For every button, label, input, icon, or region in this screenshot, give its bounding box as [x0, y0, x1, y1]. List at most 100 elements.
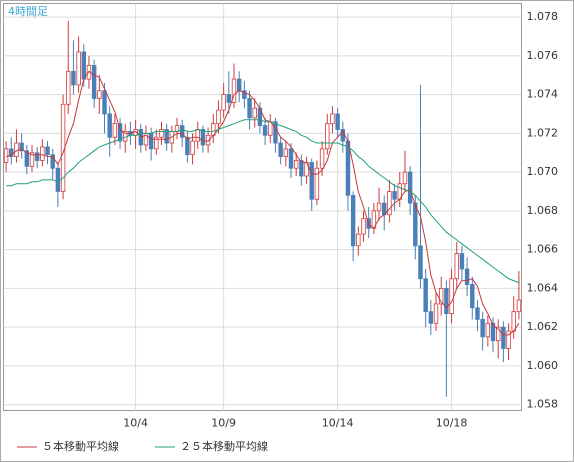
candle-body — [24, 150, 30, 167]
candle-body — [231, 78, 237, 103]
candle-body — [387, 191, 392, 216]
y-tick-label: 1.070 — [527, 165, 559, 178]
candle-body — [392, 191, 397, 200]
candle-body — [97, 90, 102, 99]
candle-body — [506, 330, 511, 349]
candle-body — [480, 319, 485, 338]
y-tick-label: 1.072 — [527, 126, 559, 139]
candle-body — [148, 132, 154, 150]
candle-body — [501, 326, 506, 349]
candle-body — [71, 70, 76, 86]
candle-body — [81, 51, 87, 80]
candle-body — [247, 98, 252, 119]
candle-body — [319, 148, 325, 169]
candle-body — [516, 299, 522, 313]
candle-body — [40, 146, 45, 161]
candle-body — [50, 154, 55, 169]
candle-body — [407, 171, 413, 204]
candle-body — [159, 129, 164, 138]
candle-body — [495, 326, 501, 342]
moving-average-line — [6, 119, 520, 284]
candle-body — [361, 218, 366, 235]
plot-area — [3, 3, 522, 411]
candle-body — [330, 113, 335, 125]
legend-label: ２５本移動平均線 — [180, 439, 268, 453]
candle-body — [449, 278, 454, 314]
candle-body — [418, 245, 423, 280]
candle-body — [413, 202, 418, 247]
candle-body — [164, 129, 169, 144]
candle-body — [423, 278, 428, 313]
candle-body — [283, 148, 289, 158]
y-tick-label: 1.078 — [527, 10, 559, 23]
candle-body — [278, 142, 283, 158]
x-tick-label: 10/18 — [436, 417, 468, 430]
candle-body — [34, 152, 40, 161]
moving-average-line — [5, 70, 520, 336]
candle-body — [45, 146, 50, 156]
candle-body — [433, 303, 439, 324]
candle-body — [299, 160, 304, 177]
candle-body — [490, 322, 496, 342]
candle-body — [19, 142, 24, 152]
candle-body — [117, 123, 123, 142]
candle-body — [314, 167, 320, 200]
candle-body — [76, 51, 81, 86]
candle-body — [226, 94, 232, 103]
candle-body — [190, 140, 195, 156]
candle-body — [236, 78, 242, 92]
y-tick-label: 1.074 — [527, 88, 559, 101]
candle-body — [252, 107, 257, 119]
candle-body — [216, 109, 221, 125]
y-tick-label: 1.064 — [527, 281, 559, 294]
candle-body — [459, 253, 465, 270]
candle-body — [242, 90, 247, 99]
candle-body — [273, 121, 278, 144]
candle-body — [293, 160, 299, 169]
x-tick-label: 10/4 — [123, 417, 148, 430]
candle-body — [29, 152, 35, 167]
candle-body — [91, 65, 97, 99]
y-tick-label: 1.060 — [527, 359, 559, 372]
candle-body — [112, 123, 118, 138]
candle-body — [350, 194, 356, 247]
candle-body — [438, 287, 444, 305]
candle-body — [107, 113, 112, 138]
candle-body — [402, 171, 408, 185]
candle-body — [345, 140, 351, 196]
candle-body — [154, 136, 159, 150]
x-tick-label: 10/14 — [322, 417, 354, 430]
y-tick-label: 1.062 — [527, 320, 559, 333]
candle-body — [200, 129, 206, 146]
y-tick-label: 1.076 — [527, 49, 559, 62]
candle-body — [262, 125, 268, 136]
candle-body — [428, 311, 434, 324]
candle-body — [485, 322, 491, 338]
candle-body — [511, 311, 516, 332]
candle-body — [325, 123, 330, 150]
candle-body — [309, 162, 314, 200]
candle-body — [66, 70, 71, 105]
candle-body — [102, 90, 107, 115]
legend-label: ５本移動平均線 — [42, 439, 119, 453]
candle-body — [195, 129, 200, 142]
candle-body — [470, 284, 475, 309]
candle-body — [288, 148, 294, 169]
candle-body — [179, 125, 185, 138]
y-tick-label: 1.066 — [527, 243, 559, 256]
candle-body — [335, 113, 340, 130]
candle-body — [55, 167, 61, 192]
candle-body — [185, 136, 190, 156]
candle-body — [454, 253, 459, 280]
chart-title: 4時間足 — [8, 5, 48, 18]
candle-body — [356, 233, 361, 247]
x-tick-label: 10/9 — [211, 417, 236, 430]
candle-body — [205, 134, 211, 146]
candle-body — [464, 268, 470, 285]
candle-body — [444, 287, 449, 314]
candle-body — [475, 307, 480, 320]
candle-body — [376, 202, 382, 212]
y-tick-label: 1.058 — [527, 398, 559, 411]
y-tick-label: 1.068 — [527, 204, 559, 217]
